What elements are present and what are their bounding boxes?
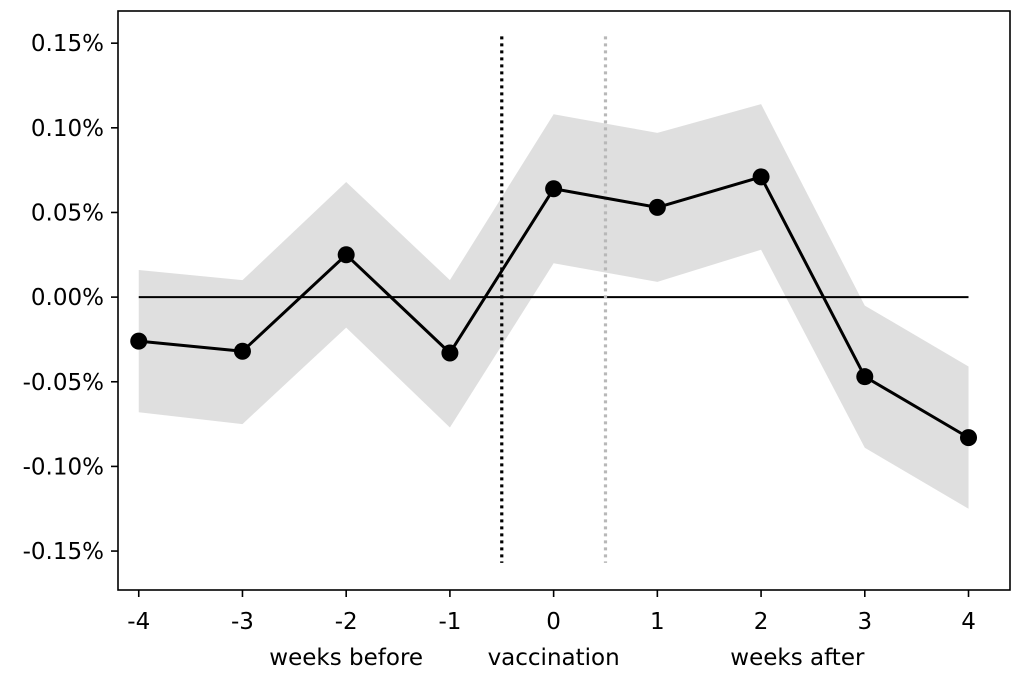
y-tick-label: -0.15% bbox=[23, 539, 104, 565]
x-axis: -4 -3 -2 -1 0 1 2 3 4 bbox=[127, 590, 976, 635]
y-tick-label: 0.05% bbox=[31, 200, 104, 226]
x-tick-label: -4 bbox=[127, 609, 150, 635]
x-tick-label: -1 bbox=[438, 609, 461, 635]
x-tick-label: -3 bbox=[231, 609, 254, 635]
x-tick-label: 0 bbox=[546, 609, 561, 635]
data-point bbox=[648, 198, 666, 216]
data-point bbox=[752, 168, 770, 186]
x-tick-label: 3 bbox=[857, 609, 872, 635]
confidence-band bbox=[138, 104, 969, 509]
weeks-before-label: weeks before bbox=[269, 645, 423, 671]
y-tick-label: 0.00% bbox=[31, 285, 104, 311]
x-tick-label: 4 bbox=[961, 609, 976, 635]
confidence-band-layer bbox=[138, 104, 969, 509]
data-point bbox=[130, 332, 148, 350]
data-point bbox=[337, 246, 355, 264]
y-tick-label: -0.10% bbox=[23, 454, 104, 480]
y-tick-label: -0.05% bbox=[23, 370, 104, 396]
data-point bbox=[233, 342, 251, 360]
x-tick-label: 1 bbox=[650, 609, 665, 635]
data-point bbox=[856, 368, 874, 386]
data-point bbox=[545, 180, 563, 198]
x-tick-label: -2 bbox=[335, 609, 358, 635]
y-axis: -0.15% -0.10% -0.05% 0.00% 0.05% 0.10% 0.15% bbox=[23, 31, 118, 565]
series-points-layer bbox=[130, 168, 978, 447]
data-point bbox=[960, 429, 978, 447]
weeks-after-label: weeks after bbox=[730, 645, 865, 671]
plot-frame bbox=[117, 10, 1011, 591]
reference-layer bbox=[138, 36, 969, 563]
y-tick-label: 0.10% bbox=[31, 116, 104, 142]
x-tick-label: 2 bbox=[754, 609, 769, 635]
x-group-labels: weeks before vaccination weeks after bbox=[269, 645, 865, 671]
y-tick-label: 0.15% bbox=[31, 31, 104, 57]
vaccination-label: vaccination bbox=[488, 645, 620, 671]
data-point bbox=[441, 344, 459, 362]
